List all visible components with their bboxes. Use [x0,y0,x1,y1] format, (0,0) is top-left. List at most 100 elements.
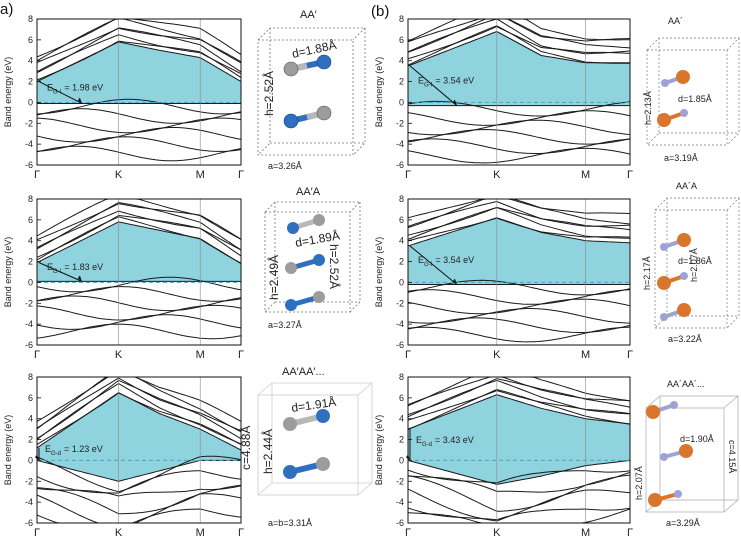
conduction-band-line [36,201,242,251]
lattice-constant-label: a=b=3.31Å [268,518,312,528]
k-point-label: Γ [34,169,40,181]
valence-band-line [36,117,242,134]
valence-band-line [407,138,631,154]
unit-cell-box [645,395,739,513]
k-point-label: M [196,527,205,539]
y-tick-label: -6 [396,340,404,350]
y-tick-label: 2 [28,77,33,87]
structure-title: AA′AA′... [282,366,325,378]
unit-cell-box [646,37,740,146]
gap-arrow [38,81,83,104]
panel-label-a: a) [0,1,13,18]
boron-atom [661,79,669,87]
y-tick-label: 4 [28,236,33,246]
y-tick-label: 2 [399,435,404,445]
boron-atom [285,262,297,274]
y-tick-label: 0 [28,277,33,287]
y-tick-label: 4 [28,414,33,424]
interlayer-distance-label: h=2.13Å [643,91,653,125]
band-gap-fill [37,221,241,282]
plot-frame [36,198,242,346]
k-point-label: Γ [405,349,411,361]
y-tick-label: 8 [28,372,33,382]
boron-atom [660,243,668,251]
valence-band-line [36,127,242,143]
boron-atom [680,272,688,280]
boron-atom [660,453,668,461]
conduction-band-line [36,18,242,58]
conduction-band-line [407,390,631,421]
gap-label: EG-I = 3.54 eV [418,76,474,89]
phosphorus-atom [648,493,662,507]
valence-band-line [36,470,242,494]
y-tick-label: -4 [25,139,33,149]
nitrogen-atom [283,465,297,479]
y-tick-label: 8 [28,194,33,204]
phosphorus-atom [676,70,690,84]
k-point-label: M [581,349,590,361]
y-tick-label: 6 [28,393,33,403]
conduction-band-line [36,392,242,446]
conduction-band-line [407,18,631,53]
conduction-band-line [407,18,631,43]
conduction-band-line [407,18,631,55]
structure-b1: AA´ d=1.85Å h=2.13Å a=3.19Å [643,16,740,163]
nitrogen-atom [283,113,299,129]
plot-frame [407,376,631,524]
y-axis-label: Band energy (eV) [374,57,384,128]
y-tick-label: -6 [25,340,33,350]
band-gap-fill [408,394,630,485]
lattice-constant-label: a=3.27Å [268,320,302,330]
valence-band-line [407,471,631,493]
y-axis-label: Band energy (eV) [3,57,13,128]
valence-band-line [407,110,631,126]
band-structure-chart-b2: -6 -4 -2 0 2 4 6 8 Γ K M Γ Band energy (eV) EG-I = 3.5… [374,194,633,361]
k-point-label: K [493,169,501,181]
structure-b3: AA´AA´... d=1.90Å h=2.07Å c=4.15Å a=3.29… [634,379,739,528]
valence-band-line [407,128,631,145]
conduction-band-line [407,388,631,430]
y-tick-label: 4 [28,56,33,66]
interlayer-distance-label: h=2.52Å [261,71,276,116]
plot-frame [36,376,242,524]
gap-label: EG-d = 3.43 eV [416,435,474,448]
band-gap-fill [408,31,630,106]
interlayer-distance-label-1: h=2.49Å [266,255,281,300]
conduction-band-line [407,376,631,406]
y-tick-label: 0 [28,97,33,107]
valence-band-line [36,484,242,515]
valence-band-line [407,147,631,164]
band-structure-chart-a1: -6 -4 -2 0 2 4 6 8 Γ K M Γ Band energy (eV) EG-I = 1.9… [3,14,244,181]
lattice-constant-label: a=3.26Å [268,161,302,171]
gap-label: EG-I = 3.54 eV [418,255,474,268]
conduction-band-line [407,200,631,227]
valence-band-line [407,298,631,315]
valence-band-line [407,289,631,305]
unit-cell-box [257,27,366,156]
phosphorus-atom [657,276,671,290]
y-axis-label: Band energy (eV) [3,237,13,308]
conduction-band-line [407,379,631,418]
nitrogen-atom [287,222,299,234]
gap-label: EG-I = 1.83 eV [47,262,103,275]
y-axis-label: Band energy (eV) [374,415,384,486]
valence-band-line [36,455,242,493]
structure-a3: AA′AA′... d=1.91Å h=2.44Å c=4.88Å a=b=3.… [238,366,374,528]
y-tick-label: 4 [399,56,404,66]
valence-band-line [36,295,242,312]
y-tick-label: 2 [399,77,404,87]
bond-length-label: d=1.91Å [290,394,337,415]
structure-b2: AA´A d=1.86Å h=2.17Å h=2.07Å a=3.22Å [642,181,740,344]
boron-atom [660,313,668,321]
y-tick-label: 0 [399,455,404,465]
plot-frame [36,18,242,166]
structure-a2: AA′A d=1.89Å h=2.49Å h=2.52Å a=3.27Å [264,186,361,330]
bond-length-label: d=1.88Å [291,37,338,61]
k-point-label: K [493,527,501,539]
unit-cell-box [257,382,374,496]
nitrogen-atom [313,254,325,266]
k-point-label: K [115,349,123,361]
gap-arrowhead [406,454,410,461]
conduction-band-line [36,210,242,251]
y-tick-label: -2 [25,298,33,308]
